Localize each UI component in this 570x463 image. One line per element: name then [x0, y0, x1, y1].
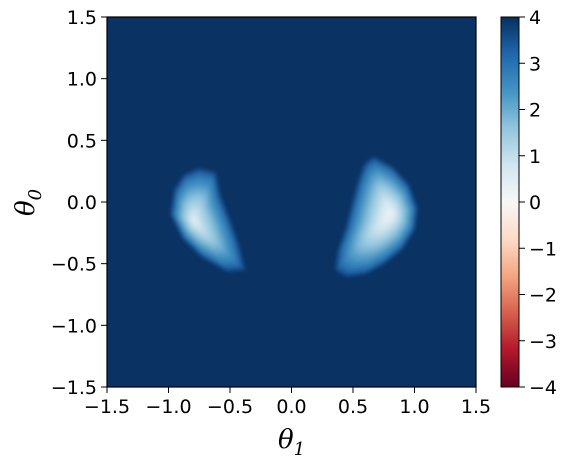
x-tick-label: −1.0 — [145, 396, 191, 418]
y-tick-label: −0.5 — [51, 254, 97, 276]
colorbar: 4 3 2 1 0 −1 −2 −3 −4 — [500, 7, 557, 399]
x-tick-label: 1.5 — [461, 396, 491, 418]
x-axis-ticks: −1.5 −1.0 −0.5 0.0 0.5 1.0 1.5 — [84, 387, 491, 418]
y-tick-label: −1.5 — [51, 377, 97, 399]
colorbar-gradient — [501, 17, 519, 387]
y-axis-ticks: 1.5 1.0 0.5 0.0 −0.5 −1.0 −1.5 — [51, 7, 107, 399]
x-tick-label: 1.0 — [399, 396, 429, 418]
colorbar-tick-label: −3 — [529, 331, 557, 353]
colorbar-tick-label: −2 — [529, 285, 557, 307]
y-tick-label: −1.0 — [51, 315, 97, 337]
y-axis-label-group: θ0 — [11, 189, 46, 216]
heatmap-contour — [385, 209, 393, 220]
colorbar-tick-label: 1 — [529, 146, 541, 168]
colorbar-tick-label: 2 — [529, 100, 541, 122]
heatmap-region-2 — [335, 157, 417, 276]
heatmap-regions — [171, 157, 417, 276]
x-tick-label: −0.5 — [207, 396, 253, 418]
plot-area — [106, 16, 477, 388]
colorbar-tick-label: −4 — [529, 377, 557, 399]
y-tick-label: 1.5 — [67, 7, 97, 29]
y-tick-label: 0.0 — [67, 192, 97, 214]
colorbar-tick-label: −1 — [529, 238, 557, 260]
y-tick-label: 1.0 — [67, 69, 97, 91]
x-axis-label: θ1 — [278, 425, 305, 460]
heatmap-background — [107, 17, 476, 387]
y-axis-label: θ0 — [11, 189, 46, 216]
x-tick-label: 0.0 — [276, 396, 306, 418]
heatmap-region-1 — [171, 168, 245, 272]
colorbar-tick-label: 3 — [529, 53, 541, 75]
x-tick-label: −1.5 — [84, 396, 130, 418]
colorbar-ticks: 4 3 2 1 0 −1 −2 −3 −4 — [519, 7, 557, 399]
colorbar-tick-label: 0 — [529, 192, 541, 214]
x-tick-label: 0.5 — [338, 396, 368, 418]
y-tick-label: 0.5 — [67, 130, 97, 152]
heatmap-contour — [191, 216, 198, 225]
colorbar-tick-label: 4 — [529, 7, 541, 29]
